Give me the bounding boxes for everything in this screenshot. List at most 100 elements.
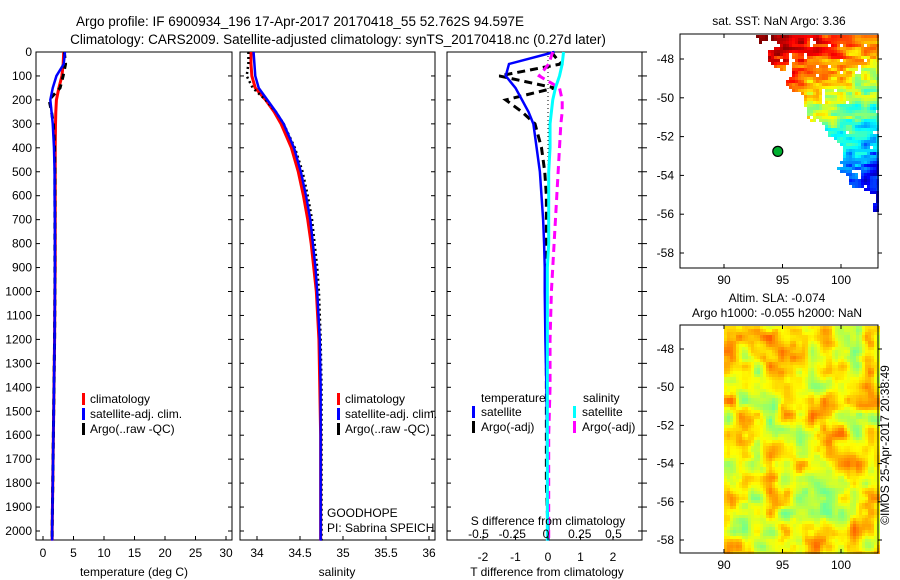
sla-cell: [808, 401, 811, 404]
sla-cell: [790, 437, 793, 440]
sla-cell: [862, 440, 865, 443]
sla-cell: [760, 443, 763, 446]
sla-cell: [862, 482, 865, 485]
sla-cell: [847, 395, 850, 398]
sla-cell: [781, 527, 784, 530]
sla-cell: [835, 488, 838, 491]
sst-cell: [822, 116, 825, 119]
sla-cell: [751, 395, 754, 398]
sst-cell: [861, 35, 864, 38]
sla-cell: [838, 485, 841, 488]
sla-cell: [796, 413, 799, 416]
sla-cell: [739, 494, 742, 497]
sst-cell: [849, 128, 852, 131]
sst-cell: [852, 134, 855, 137]
sla-cell: [742, 530, 745, 533]
sla-cell: [724, 521, 727, 524]
sla-cell: [778, 449, 781, 452]
sla-cell: [739, 470, 742, 473]
sla-cell: [844, 392, 847, 395]
sla-cell: [838, 494, 841, 497]
sla-cell: [730, 524, 733, 527]
sla-cell: [772, 512, 775, 515]
sla-cell: [751, 452, 754, 455]
sla-cell: [856, 335, 859, 338]
sst-cell: [858, 86, 861, 89]
sla-cell: [838, 353, 841, 356]
sla-cell: [853, 326, 856, 329]
sla-cell: [865, 392, 868, 395]
sla-cell: [853, 440, 856, 443]
sla-cell: [772, 341, 775, 344]
sst-cell: [861, 107, 864, 110]
sst-cell: [840, 128, 843, 131]
sla-cell: [835, 419, 838, 422]
sla-cell: [823, 503, 826, 506]
sst-cell: [870, 104, 873, 107]
sla-cell: [823, 479, 826, 482]
sla-cell: [868, 500, 871, 503]
sla-cell: [859, 365, 862, 368]
sla-cell: [856, 419, 859, 422]
sst-cell: [858, 122, 861, 125]
sla-cell: [736, 473, 739, 476]
sst-cell: [831, 44, 834, 47]
sla-cell: [745, 476, 748, 479]
sla-cell: [823, 377, 826, 380]
sla-cell: [838, 476, 841, 479]
sla-cell: [736, 443, 739, 446]
sst-cell: [846, 137, 849, 140]
sla-cell: [832, 497, 835, 500]
sla-cell: [859, 431, 862, 434]
sla-cell: [739, 377, 742, 380]
sst-cell: [867, 188, 870, 191]
sla-cell: [796, 404, 799, 407]
sla-cell: [733, 347, 736, 350]
sla-cell: [793, 335, 796, 338]
sst-cell: [858, 149, 861, 152]
sla-cell: [853, 353, 856, 356]
sla-cell: [850, 455, 853, 458]
sla-cell: [730, 347, 733, 350]
sla-cell: [736, 521, 739, 524]
sla-cell: [748, 512, 751, 515]
sla-cell: [769, 347, 772, 350]
sla-cell: [754, 350, 757, 353]
sla-cell: [763, 401, 766, 404]
sla-cell: [868, 437, 871, 440]
sst-cell: [870, 107, 873, 110]
sla-cell: [790, 377, 793, 380]
sla-cell: [871, 341, 874, 344]
sst-cell: [849, 38, 852, 41]
sst-cell: [786, 38, 789, 41]
sla-cell: [865, 407, 868, 410]
sla-cell: [757, 398, 760, 401]
sla-cell: [808, 341, 811, 344]
sla-cell: [832, 347, 835, 350]
sla-cell: [814, 512, 817, 515]
sst-cell: [810, 62, 813, 65]
sla-cell: [862, 461, 865, 464]
sla-cell: [781, 353, 784, 356]
sla-cell: [820, 425, 823, 428]
sst-cell: [777, 65, 780, 68]
sst-cell: [870, 179, 873, 182]
sla-cell: [733, 488, 736, 491]
sst-cell: [795, 62, 798, 65]
sst-cell: [819, 74, 822, 77]
sst-cell: [855, 125, 858, 128]
sla-cell: [745, 341, 748, 344]
sla-cell: [862, 377, 865, 380]
sla-cell: [802, 512, 805, 515]
sla-cell: [817, 422, 820, 425]
sla-cell: [772, 518, 775, 521]
sla-cell: [757, 437, 760, 440]
sla-cell: [742, 497, 745, 500]
sla-cell: [739, 341, 742, 344]
sla-cell: [739, 452, 742, 455]
sst-cell: [828, 104, 831, 107]
sla-cell: [841, 527, 844, 530]
sla-cell: [781, 512, 784, 515]
sst-cell: [792, 74, 795, 77]
sla-cell: [763, 359, 766, 362]
